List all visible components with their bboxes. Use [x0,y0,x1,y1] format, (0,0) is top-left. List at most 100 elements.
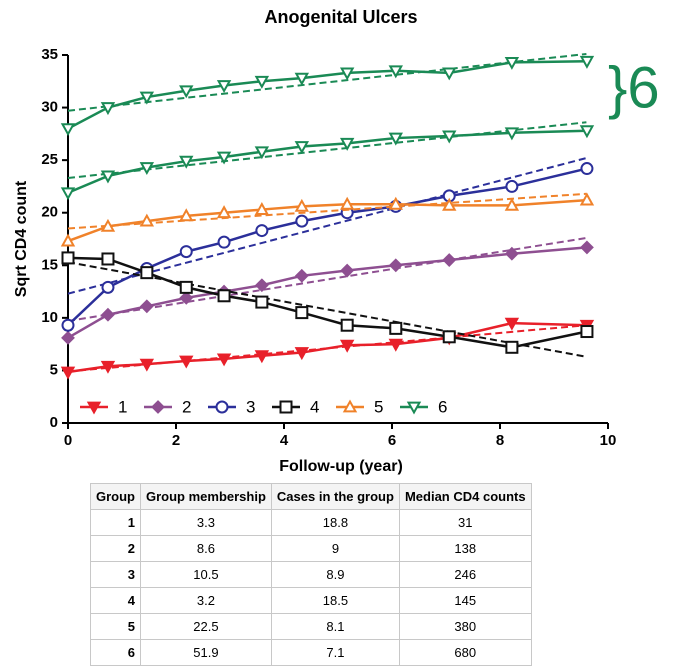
point [100,170,116,184]
point [216,151,232,165]
point [388,338,403,352]
y-tick-label: 25 [41,151,58,168]
series-line [67,198,588,243]
point [254,202,270,215]
table-cell: 380 [398,613,532,640]
table-row: 3 10.5 8.9 246 [90,561,532,588]
point [442,253,457,267]
table-cell: 3 [90,561,141,588]
table-cell: 9 [270,535,400,562]
header-cell: Group membership [140,483,272,510]
point [339,67,355,81]
trend-line [67,192,587,230]
header-cell: Group [90,483,141,510]
point [255,224,269,238]
table-cell: 8.6 [140,535,272,562]
summary-table: Group Group membership Cases in the group M… [90,483,532,666]
point [216,205,232,219]
point [504,127,520,141]
point [504,197,520,211]
point [579,192,595,206]
point [179,245,193,259]
point [139,91,155,105]
point [339,196,355,210]
header-row: Group Group membership Cases in the group M… [90,483,532,510]
point [179,355,194,369]
legend-marker [279,400,293,414]
y-tick-label: 15 [41,256,58,273]
table-cell: 680 [398,639,532,666]
point [139,213,155,227]
chart-title: Anogenital Ulcers [264,7,417,27]
point [139,299,154,314]
point [139,358,155,372]
point [294,72,310,86]
point [442,330,456,344]
point [294,198,310,212]
point [60,123,76,137]
trend-line [67,324,587,373]
point [504,246,519,261]
point [340,263,355,278]
y-tick-label: 30 [41,99,58,116]
table-cell: 138 [398,535,532,562]
series-line [67,129,587,194]
point [61,318,75,332]
point [504,56,520,70]
table-cell: 246 [398,561,532,588]
legend-label: 4 [310,397,319,416]
table-cell: 8.9 [270,561,400,588]
legend-label: 5 [374,397,383,416]
point [216,80,232,94]
point [389,321,403,335]
point [179,155,194,169]
point [295,306,309,320]
y-tick-label: 10 [41,309,58,326]
point [101,252,115,266]
header-cell: Cases in the group [270,483,400,510]
point [340,318,354,332]
trend-line [67,121,587,180]
table-cell: 18.5 [270,587,400,614]
series-line [67,60,587,130]
point [442,197,457,211]
legend-label: 6 [438,397,447,416]
point [139,162,155,176]
point [140,266,154,280]
point [294,268,309,283]
legend-label: 2 [182,397,191,416]
point [60,366,76,380]
y-axis-label: Sqrt CD4 count [13,180,30,297]
table-cell: 5 [90,613,141,640]
point [254,75,270,89]
series-line [67,246,588,339]
chart: Anogenital Ulcers Follow-up (year) Sqrt … [13,7,659,475]
point [217,235,231,249]
table-cell: 10.5 [140,561,272,588]
point [442,130,457,144]
table-row: 5 22.5 8.1 380 [90,613,532,640]
y-tick-label: 5 [50,361,58,378]
point [100,218,116,232]
x-tick-label: 2 [172,432,180,449]
point [217,289,231,303]
legend-marker [406,401,422,415]
x-tick-label: 8 [496,432,504,449]
x-axis-label: Follow-up (year) [279,458,403,475]
legend-label: 3 [246,397,255,416]
point [60,233,76,247]
legend-marker [342,399,358,413]
table-cell: 7.1 [270,639,400,666]
table-cell: 22.5 [140,613,272,640]
point [579,125,595,139]
point [388,65,403,79]
point [216,353,232,367]
table-cell: 6 [90,639,141,666]
series-line [67,321,587,374]
point [388,132,403,146]
table-cell: 4 [90,587,141,614]
table-cell: 8.1 [270,613,400,640]
table-row: 1 3.3 18.8 31 [90,509,532,536]
legend-label: 1 [118,397,127,416]
point [255,295,269,309]
